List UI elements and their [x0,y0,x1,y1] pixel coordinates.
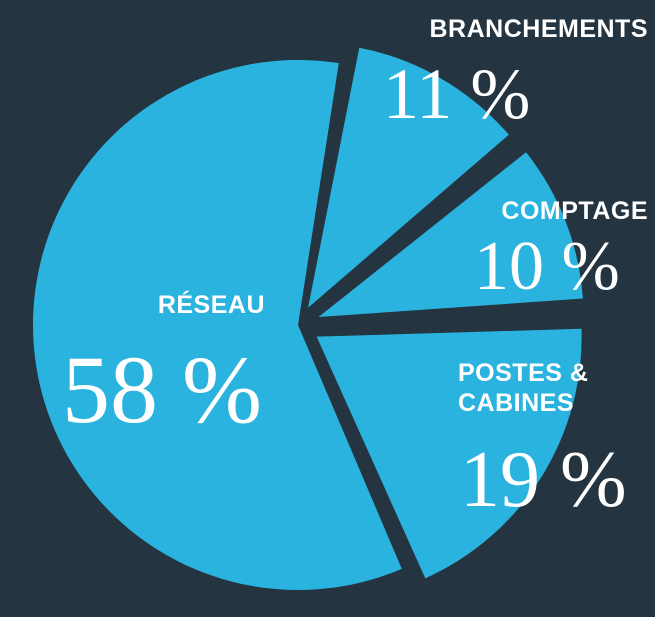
pie-slice [33,60,402,591]
slice-value: 58 % [62,336,262,443]
pie-slice [316,328,582,579]
pie-slice [318,152,583,318]
slice-label: POSTES & CABINES [458,359,589,417]
slice-value: 11 % [383,54,531,134]
slice-label: COMPTAGE [501,197,648,225]
slice-label: BRANCHEMENTS [429,15,648,43]
slice-label: RÉSEAU [157,291,265,319]
pie-slice [308,47,509,308]
slice-value: 10 % [474,228,620,305]
slice-value: 19 % [460,436,627,524]
